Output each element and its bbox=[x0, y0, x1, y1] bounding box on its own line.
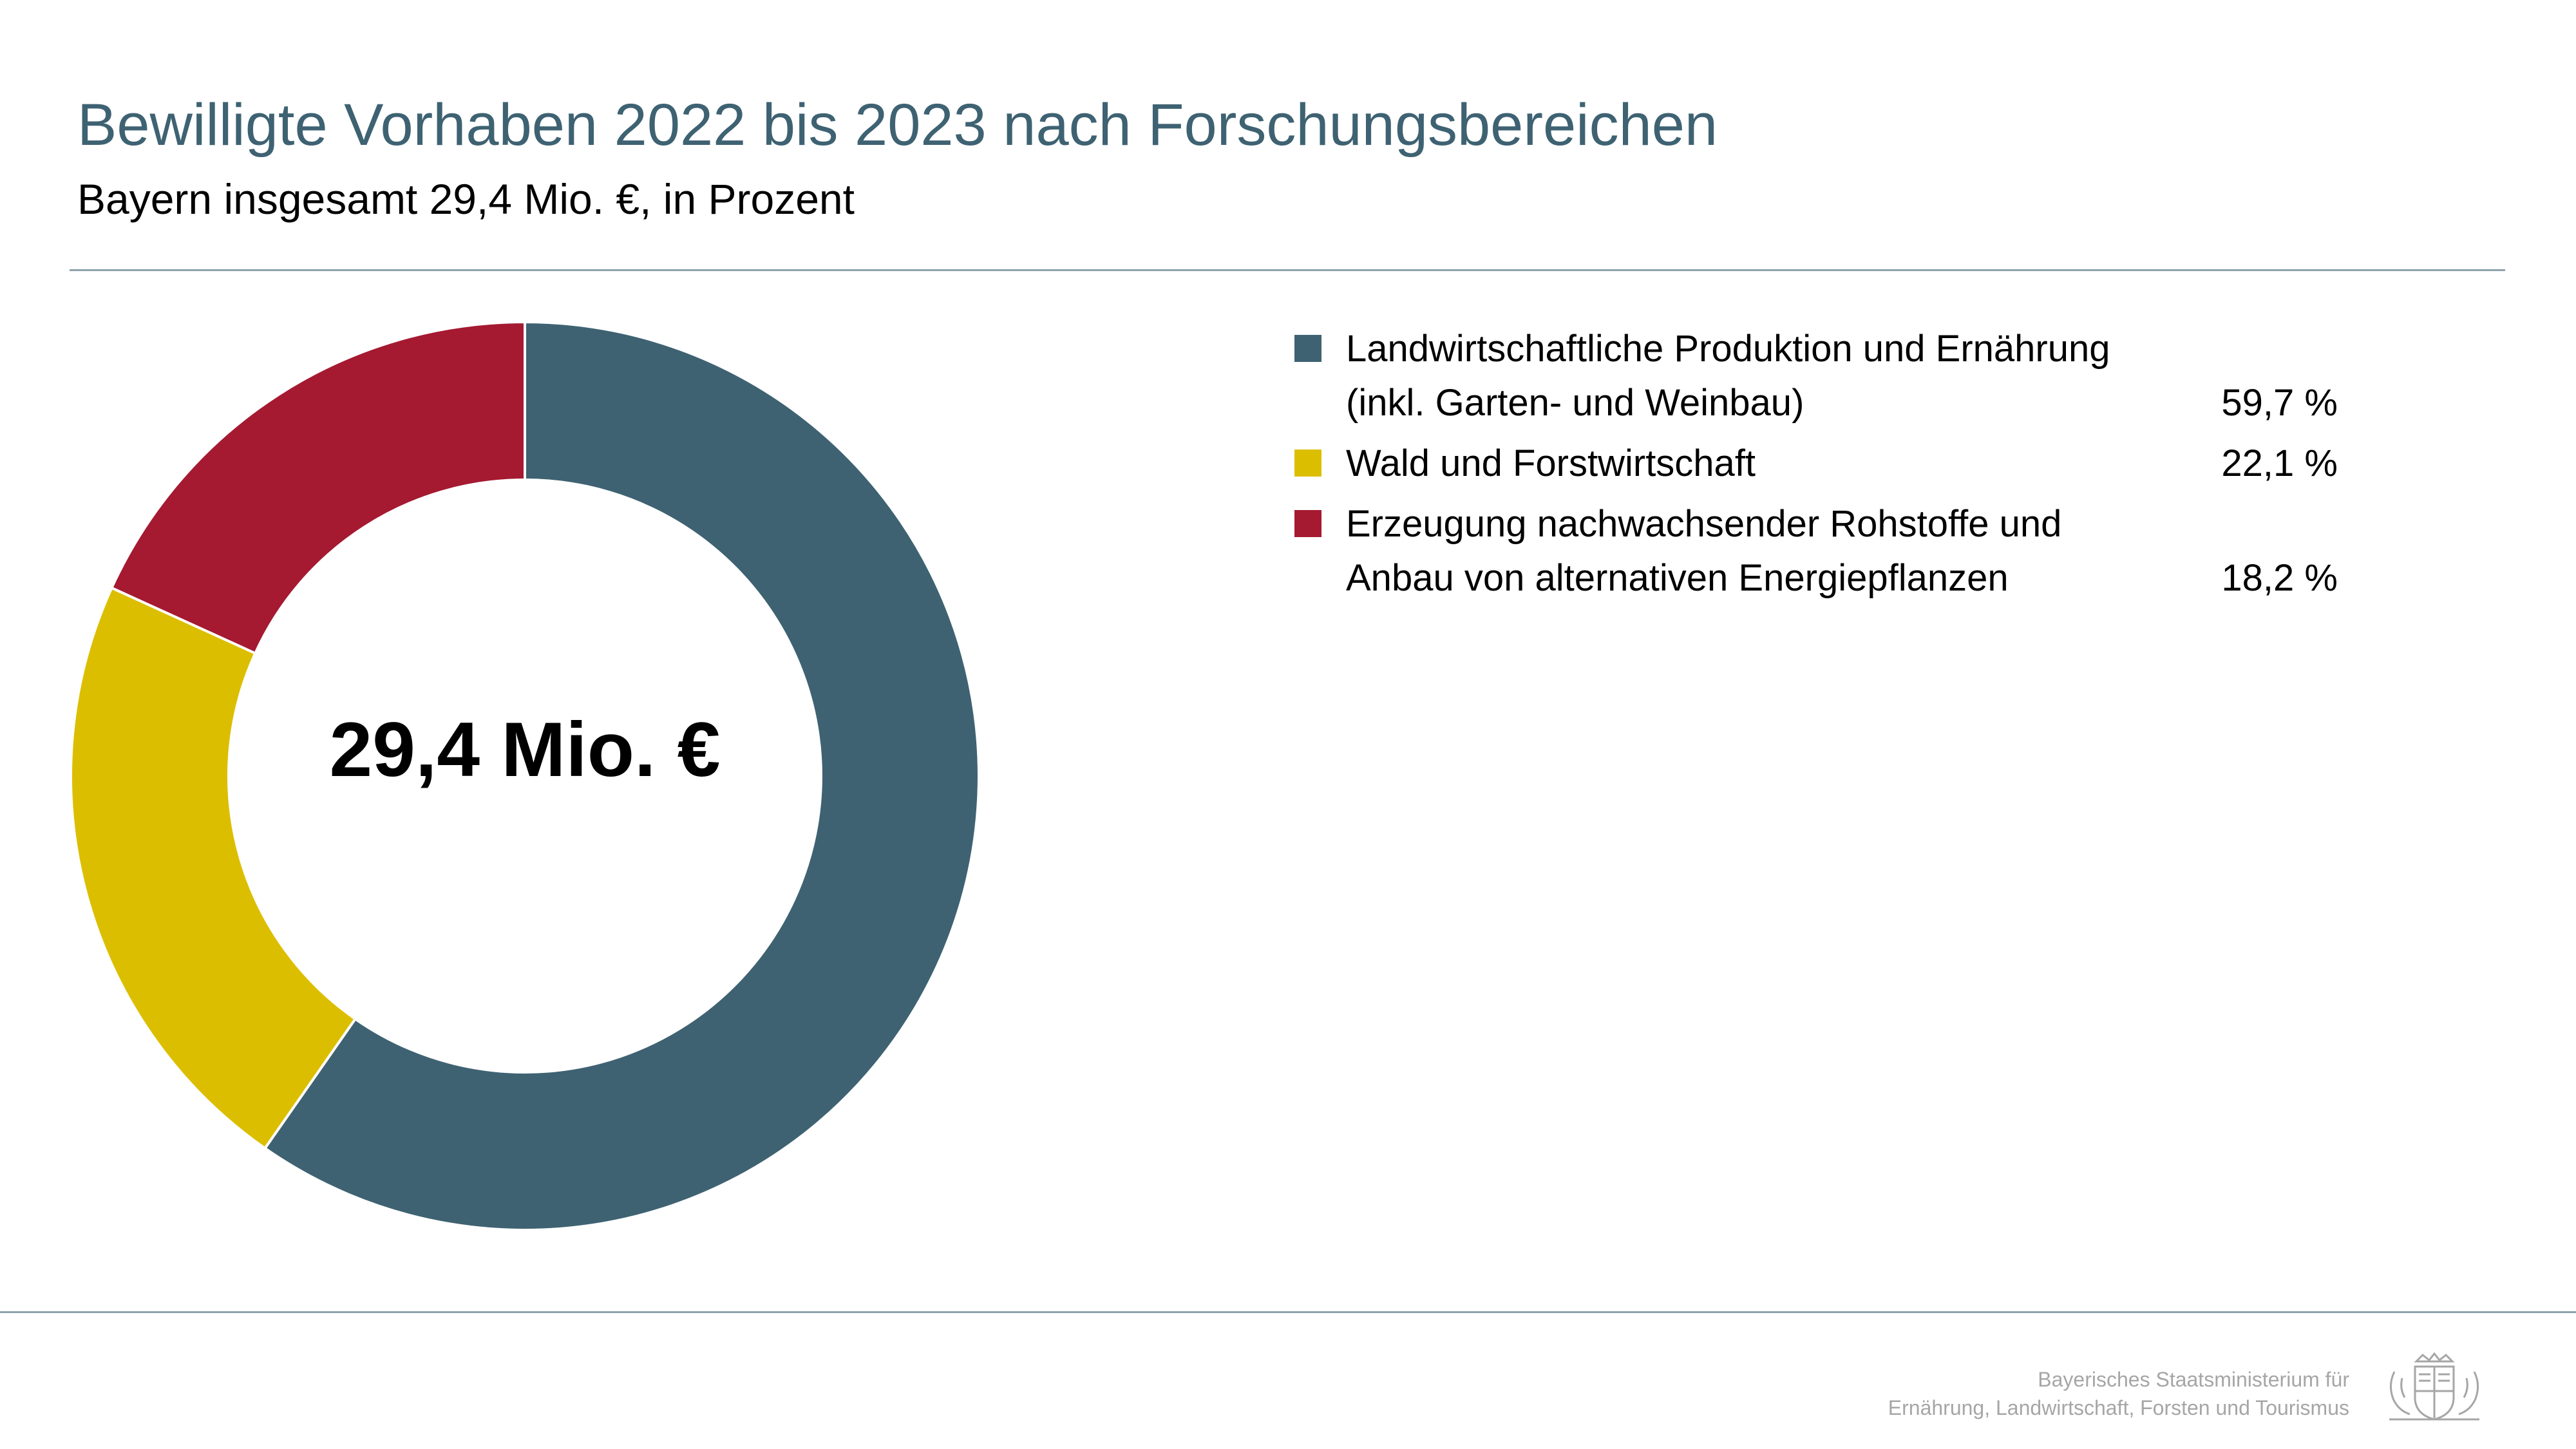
legend-label: (inkl. Garten- und Weinbau) bbox=[1346, 382, 1804, 424]
donut-slice bbox=[109, 320, 526, 656]
ministry-name: Bayerisches Staatsministerium für Ernähr… bbox=[1888, 1365, 2349, 1422]
legend-value: 59,7 % bbox=[2221, 382, 2338, 424]
legend-label: Erzeugung nachwachsender Rohstoffe und bbox=[1346, 503, 2062, 545]
legend-item: Landwirtschaftliche Produktion und Ernäh… bbox=[1294, 322, 2338, 430]
legend-line: (inkl. Garten- und Weinbau) 59,7 % bbox=[1294, 376, 2338, 430]
header-divider bbox=[70, 269, 2505, 271]
chart-subtitle: Bayern insgesamt 29,4 Mio. €, in Prozent bbox=[77, 175, 855, 223]
legend-item: Erzeugung nachwachsender Rohstoffe und An… bbox=[1294, 497, 2338, 605]
chart-legend: Landwirtschaftliche Produktion und Ernäh… bbox=[1294, 322, 2338, 612]
legend-label: Wald und Forstwirtschaft bbox=[1346, 442, 1756, 484]
legend-swatch bbox=[1294, 335, 1321, 362]
donut-slice bbox=[70, 586, 357, 1150]
legend-line: Wald und Forstwirtschaft 22,1 % bbox=[1294, 437, 2338, 491]
legend-label: Anbau von alternativen Energiepflanzen bbox=[1346, 557, 2009, 599]
donut-slice bbox=[263, 320, 980, 1231]
donut-chart: 29,4 Mio. € bbox=[70, 320, 980, 1231]
legend-swatch bbox=[1294, 510, 1321, 537]
chart-title: Bewilligte Vorhaben 2022 bis 2023 nach F… bbox=[77, 92, 1718, 158]
legend-line: Erzeugung nachwachsender Rohstoffe und bbox=[1294, 497, 2338, 551]
legend-item: Wald und Forstwirtschaft 22,1 % bbox=[1294, 437, 2338, 491]
bavarian-coat-of-arms-icon bbox=[2389, 1352, 2479, 1421]
legend-value: 22,1 % bbox=[2221, 442, 2338, 484]
ministry-name-line-2: Ernährung, Landwirtschaft, Forsten und T… bbox=[1888, 1396, 2349, 1419]
legend-label: Landwirtschaftliche Produktion und Ernäh… bbox=[1346, 328, 2110, 370]
donut-center-label: 29,4 Mio. € bbox=[330, 706, 721, 793]
legend-line: Landwirtschaftliche Produktion und Ernäh… bbox=[1294, 322, 2338, 376]
legend-value: 18,2 % bbox=[2221, 557, 2338, 599]
footer-divider bbox=[0, 1311, 2576, 1313]
legend-swatch bbox=[1294, 450, 1321, 477]
ministry-name-line-1: Bayerisches Staatsministerium für bbox=[2038, 1368, 2349, 1391]
legend-line: Anbau von alternativen Energiepflanzen 18… bbox=[1294, 551, 2338, 605]
